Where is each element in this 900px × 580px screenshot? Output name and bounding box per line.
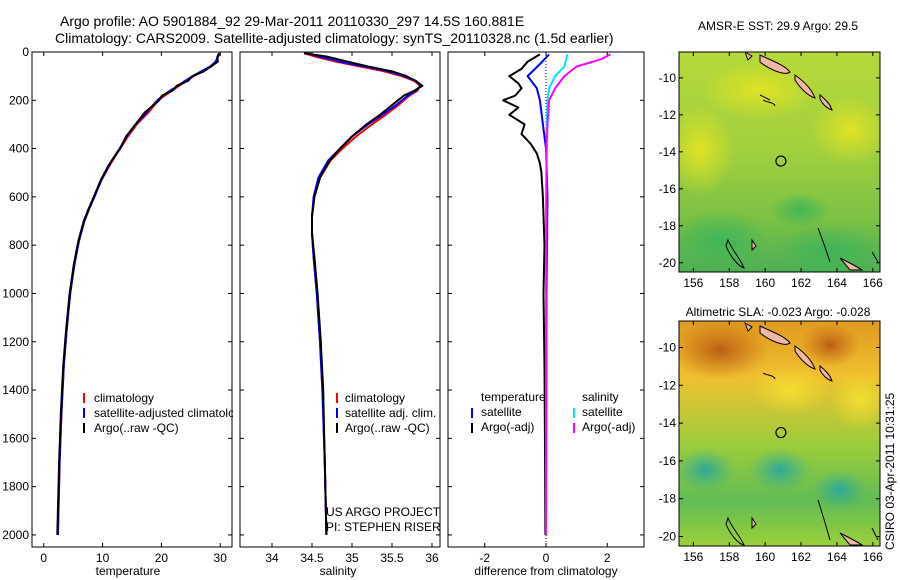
map-ytick-label: -20 bbox=[659, 530, 677, 544]
map-xtick-label: 160 bbox=[755, 276, 775, 290]
series-line-salinity-argo-adj bbox=[545, 53, 611, 535]
legend-entry-climatology: climatology bbox=[94, 391, 154, 405]
ytick-label: 1600 bbox=[2, 431, 29, 445]
legend-entry-sal-argo: Argo(-adj) bbox=[582, 420, 635, 434]
difference-legend: temperature salinity satellite Argo(-adj… bbox=[471, 390, 635, 434]
legend-entry-sal-satellite: satellite bbox=[582, 405, 623, 419]
salinity-panel: 34 34.5 35 35.5 36 salinity climatology sate… bbox=[239, 51, 441, 578]
xtick-label: 10 bbox=[96, 551, 110, 565]
map-xtick-label: 156 bbox=[683, 550, 703, 564]
ytick-label: 2000 bbox=[2, 528, 29, 542]
xtick-label: 36 bbox=[425, 551, 439, 565]
legend-entry-argo: Argo(..raw -QC) bbox=[345, 421, 430, 435]
map-xtick-label: 158 bbox=[719, 276, 739, 290]
sst-map-panel: AMSR-E SST: 29.9 Argo: 29.5 156 158 160 162… bbox=[659, 19, 883, 290]
sla-map-title: Altimetric SLA: -0.023 Argo: -0.028 bbox=[686, 305, 871, 319]
salinity-xlabel: salinity bbox=[320, 564, 357, 578]
xtick-label: 34.5 bbox=[300, 551, 324, 565]
difference-series bbox=[502, 52, 611, 547]
map-xtick-label: 158 bbox=[719, 550, 739, 564]
temperature-axes-frame bbox=[31, 51, 233, 548]
legend-entry-satellite: satellite adj. clim. bbox=[345, 406, 436, 420]
ytick-label: 200 bbox=[9, 93, 29, 107]
ytick-label: 1200 bbox=[2, 335, 29, 349]
xtick-label: 0 bbox=[40, 551, 47, 565]
xtick-label: 35 bbox=[345, 551, 359, 565]
sla-map-field bbox=[679, 321, 880, 546]
salinity-ticks: 34 34.5 35 35.5 36 bbox=[240, 51, 440, 565]
ytick-label: 0 bbox=[22, 45, 29, 59]
legend-entry-temp-satellite: satellite bbox=[481, 405, 522, 419]
project-note-line-1: US ARGO PROJECT bbox=[326, 505, 441, 519]
difference-panel: -2 0 2 difference from climatology tempera… bbox=[447, 51, 645, 578]
map-xtick-label: 164 bbox=[827, 550, 847, 564]
map-xtick-label: 162 bbox=[791, 276, 811, 290]
map-ytick-label: -10 bbox=[659, 340, 677, 354]
sla-map-panel: Altimetric SLA: -0.023 Argo: -0.028 156 1… bbox=[659, 305, 883, 564]
map-ytick-label: -20 bbox=[659, 256, 677, 270]
title-line-1: Argo profile: AO 5901884_92 29-Mar-2011 … bbox=[60, 13, 524, 29]
sla-map-ticks: 156 158 160 162 164 166 -10 -12 -14 -16 -18 -20 bbox=[659, 321, 883, 564]
project-note-line-2: PI: STEPHEN RISER bbox=[326, 520, 441, 534]
xtick-label: 34 bbox=[265, 551, 279, 565]
map-xtick-label: 166 bbox=[863, 276, 883, 290]
map-xtick-label: 160 bbox=[755, 550, 775, 564]
series-line-argo-raw-qc bbox=[56, 52, 220, 535]
legend-group-salinity: salinity bbox=[582, 390, 619, 404]
legend-entry-temp-argo: Argo(-adj) bbox=[481, 420, 534, 434]
map-xtick-label: 166 bbox=[863, 550, 883, 564]
sst-map-title: AMSR-E SST: 29.9 Argo: 29.5 bbox=[698, 19, 858, 33]
temperature-series bbox=[56, 52, 221, 535]
sla-map-frame bbox=[678, 320, 881, 547]
legend-entry-climatology: climatology bbox=[345, 391, 405, 405]
ytick-label: 1400 bbox=[2, 383, 29, 397]
map-ytick-label: -12 bbox=[659, 378, 677, 392]
map-ytick-label: -14 bbox=[659, 416, 677, 430]
sst-map-ticks: 156 158 160 162 164 166 -10 -12 -14 -16 -18 -20 bbox=[659, 52, 883, 290]
map-ytick-label: -16 bbox=[659, 454, 677, 468]
temperature-panel: 0 10 20 30 0 200 400 600 800 1000 1200 1400 1600 1800… bbox=[2, 45, 247, 578]
xtick-label: 30 bbox=[214, 551, 228, 565]
sst-map-field bbox=[679, 52, 880, 272]
temperature-xlabel: temperature bbox=[96, 564, 161, 578]
temperature-ticks: 0 10 20 30 0 200 400 600 800 1000 1200 1400 1600 1800… bbox=[2, 45, 232, 565]
sst-map-frame bbox=[678, 51, 881, 273]
legend-group-temperature: temperature bbox=[481, 390, 546, 404]
map-xtick-label: 164 bbox=[827, 276, 847, 290]
series-line-argo-raw-qc bbox=[303, 52, 424, 535]
xtick-label: 2 bbox=[604, 551, 611, 565]
series-line-temperature-argo-adj bbox=[502, 53, 547, 535]
temperature-legend: climatology satellite-adjusted climatolo… bbox=[83, 391, 247, 435]
xtick-label: 0 bbox=[543, 551, 550, 565]
map-xtick-label: 162 bbox=[791, 550, 811, 564]
side-timestamp-label: CSIRO 03-Apr-2011 10:31:25 bbox=[883, 392, 897, 550]
map-ytick-label: -14 bbox=[659, 145, 677, 159]
xtick-label: 20 bbox=[155, 551, 169, 565]
map-ytick-label: -12 bbox=[659, 108, 677, 122]
map-ytick-label: -18 bbox=[659, 219, 677, 233]
title-line-2: Climatology: CARS2009. Satellite-adjuste… bbox=[55, 30, 613, 46]
xtick-label: 35.5 bbox=[380, 551, 404, 565]
ytick-label: 1000 bbox=[2, 286, 29, 300]
legend-entry-satellite-clip: satellite-adjusted climatology bbox=[94, 406, 247, 420]
legend-entry-satellite: satellite-adjusted climatology bbox=[94, 406, 247, 420]
legend-entry-argo: Argo(..raw -QC) bbox=[94, 421, 179, 435]
map-ytick-label: -16 bbox=[659, 182, 677, 196]
difference-xlabel: difference from climatology bbox=[474, 564, 617, 578]
map-ytick-label: -10 bbox=[659, 71, 677, 85]
ytick-label: 800 bbox=[9, 238, 29, 252]
map-ytick-label: -18 bbox=[659, 492, 677, 506]
ytick-label: 600 bbox=[9, 190, 29, 204]
sst-argo-location-marker bbox=[775, 155, 787, 167]
salinity-series bbox=[303, 52, 424, 535]
xtick-label: -2 bbox=[479, 551, 490, 565]
salinity-axes-frame bbox=[239, 51, 441, 548]
ytick-label: 400 bbox=[9, 142, 29, 156]
map-xtick-label: 156 bbox=[683, 276, 703, 290]
sla-argo-location-marker bbox=[775, 426, 787, 439]
ytick-label: 1800 bbox=[2, 480, 29, 494]
salinity-legend: climatology satellite adj. clim. Argo(..… bbox=[336, 391, 436, 435]
